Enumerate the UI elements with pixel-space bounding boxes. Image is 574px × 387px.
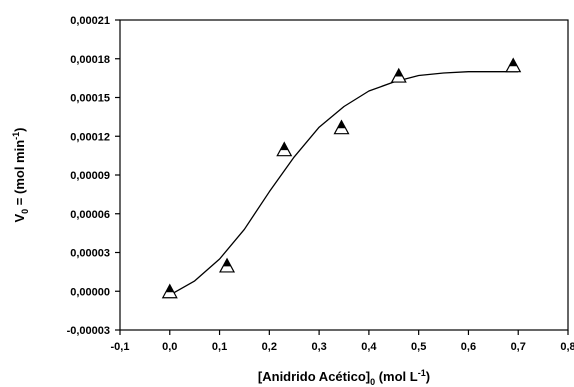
x-tick-label: 0,4 — [361, 341, 377, 353]
data-point-marker — [333, 119, 350, 135]
x-tick-label: 0,5 — [411, 341, 426, 353]
data-point-marker — [276, 141, 293, 157]
y-tick-label: 0,00018 — [70, 54, 110, 66]
fit-curve-layer — [169, 71, 519, 296]
y-tick-label: 0,00003 — [70, 248, 110, 260]
x-tick-label: 0,7 — [511, 341, 526, 353]
plot-area — [119, 19, 569, 331]
data-point-marker — [219, 257, 236, 273]
y-axis-ticks: -0,00003 0,00000 0,00003 0,00006 0,00009 0,00… — [67, 15, 120, 337]
data-markers-layer — [161, 57, 522, 299]
x-tick-label: 0,8 — [560, 341, 574, 353]
x-tick-label: -0,1 — [111, 341, 130, 353]
data-point-marker — [505, 57, 522, 73]
x-tick-label: 0,0 — [162, 341, 177, 353]
y-tick-label: -0,00003 — [67, 325, 110, 337]
fit-curve — [169, 71, 519, 296]
x-tick-label: 0,6 — [461, 341, 476, 353]
y-axis-title: V0 = (mol min-1) — [11, 127, 30, 222]
y-tick-label: 0,00012 — [70, 131, 110, 143]
x-axis-ticks: -0,1 0,0 0,1 0,2 0,3 0,4 0,5 0,6 0,7 0,8 — [111, 330, 574, 353]
y-tick-label: 0,00015 — [70, 93, 110, 105]
y-tick-label: 0,00021 — [70, 15, 110, 27]
x-axis-title: [Anidrido Acético]0 (mol L-1) — [258, 368, 430, 387]
x-tick-label: 0,2 — [262, 341, 277, 353]
y-tick-label: 0,00009 — [70, 170, 110, 182]
y-tick-label: 0,00006 — [70, 209, 110, 221]
y-tick-label: 0,00000 — [70, 286, 110, 298]
data-point-marker — [161, 283, 178, 299]
data-point-marker — [390, 67, 407, 83]
x-tick-label: 0,1 — [212, 341, 227, 353]
x-tick-label: 0,3 — [311, 341, 326, 353]
